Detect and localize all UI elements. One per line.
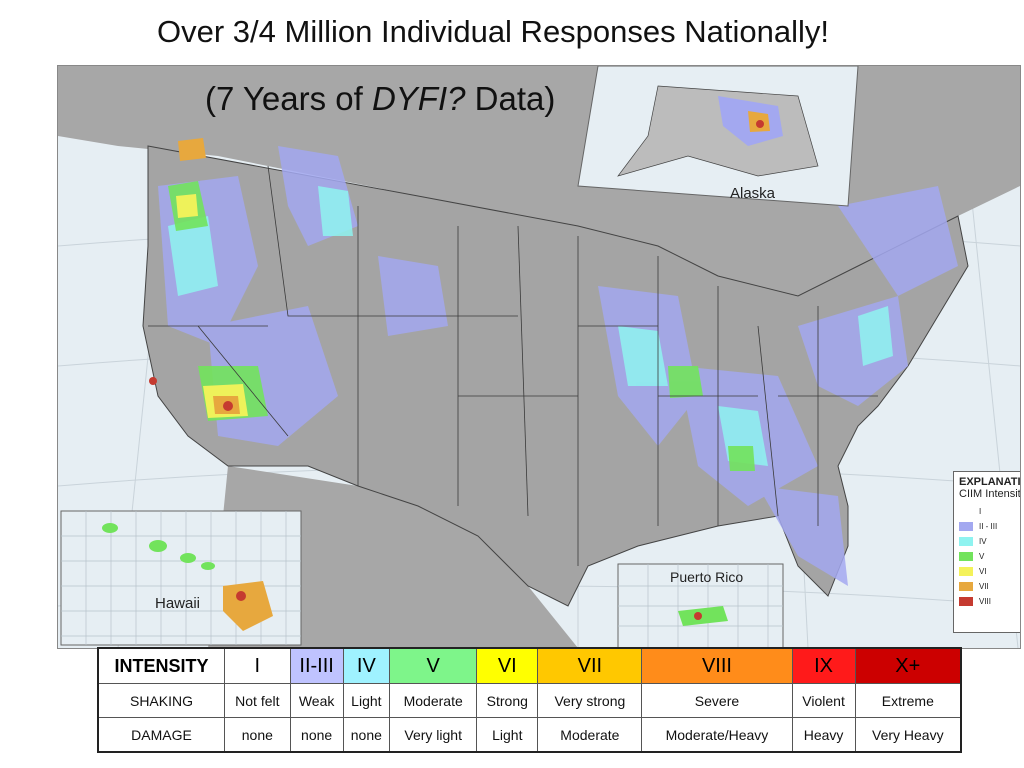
- legend-item: VI: [959, 564, 1020, 579]
- damage-cell: none: [342, 717, 391, 753]
- subtitle-suffix: Data): [465, 80, 556, 117]
- damage-cell: none: [224, 717, 291, 753]
- page-title: Over 3/4 Million Individual Responses Na…: [157, 14, 829, 49]
- damage-cell: Heavy: [791, 717, 856, 753]
- shaking-cell: Light: [342, 683, 391, 718]
- damage-cell: Moderate: [537, 717, 643, 753]
- legend-item: VIII: [959, 594, 1020, 609]
- legend-item: V: [959, 549, 1020, 564]
- legend-item: I: [959, 504, 1020, 519]
- legend-swatch: [959, 507, 973, 516]
- legend-swatch: [959, 537, 973, 546]
- map-svg: Alaska Hawaii Puerto Ric: [58, 66, 1020, 648]
- intensity-cell: II-III: [289, 647, 344, 684]
- explanation-subheading: CIIM Intensity: [959, 488, 1021, 500]
- shaking-cell: Moderate: [389, 683, 478, 718]
- subtitle-prefix: (7 Years of: [205, 80, 372, 117]
- intensity-cell: VIII: [641, 647, 793, 684]
- shaking-cell: Weak: [289, 683, 344, 718]
- us-intensity-map: Alaska Hawaii Puerto Ric: [57, 65, 1021, 649]
- legend-label: IV: [979, 537, 987, 546]
- shaking-row-label: SHAKING: [97, 683, 225, 718]
- legend-label: I: [979, 507, 982, 516]
- shaking-cell: Not felt: [224, 683, 291, 718]
- shaking-cell: Extreme: [854, 683, 962, 718]
- shaking-cell: Severe: [641, 683, 793, 718]
- explanation-legend: EXPLANATION CIIM Intensity III - IIIIVVV…: [953, 471, 1021, 633]
- intensity-table: INTENSITY I II-III IV V VI VII VIII IX X+ SHAKING…: [97, 647, 962, 753]
- page-subtitle: (7 Years of DYFI? Data): [205, 80, 555, 118]
- hawaii-label: Hawaii: [155, 595, 200, 612]
- legend-swatch: [959, 597, 973, 606]
- explanation-heading: EXPLANATION: [959, 476, 1021, 488]
- damage-cell: Very light: [389, 717, 478, 753]
- legend-label: VII: [979, 582, 989, 591]
- puerto-rico-inset: Puerto Rico: [617, 563, 784, 648]
- shaking-cell: Strong: [476, 683, 539, 718]
- hawaii-inset: Hawaii: [60, 510, 302, 646]
- shaking-cell: Very strong: [537, 683, 643, 718]
- intensity-cell: VI: [476, 647, 539, 684]
- shaking-cell: Violent: [791, 683, 856, 718]
- legend-label: VI: [979, 567, 987, 576]
- alaska-inset: Alaska: [577, 66, 859, 207]
- intensity-cell: VII: [537, 647, 643, 684]
- legend-label: V: [979, 552, 985, 561]
- damage-row-label: DAMAGE: [97, 717, 225, 753]
- intensity-cell: X+: [854, 647, 962, 684]
- damage-cell: Moderate/Heavy: [641, 717, 793, 753]
- legend-label: VIII: [979, 597, 992, 606]
- intensity-cell: I: [224, 647, 291, 684]
- intensity-row-label: INTENSITY: [97, 647, 225, 684]
- legend-swatch: [959, 567, 973, 576]
- legend-swatch: [959, 582, 973, 591]
- intensity-cell: V: [389, 647, 478, 684]
- legend-item: VII: [959, 579, 1020, 594]
- legend-swatch: [959, 522, 973, 531]
- legend-item: II - III: [959, 519, 1020, 534]
- damage-cell: Light: [476, 717, 539, 753]
- puerto-rico-label: Puerto Rico: [670, 569, 743, 585]
- legend-swatch: [959, 552, 973, 561]
- legend-label: II - III: [979, 522, 998, 531]
- legend-item: IV: [959, 534, 1020, 549]
- intensity-cell: IV: [342, 647, 391, 684]
- intensity-cell: IX: [791, 647, 856, 684]
- damage-cell: none: [289, 717, 344, 753]
- subtitle-italic: DYFI?: [371, 80, 466, 117]
- damage-cell: Very Heavy: [854, 717, 962, 753]
- alaska-label: Alaska: [730, 185, 776, 202]
